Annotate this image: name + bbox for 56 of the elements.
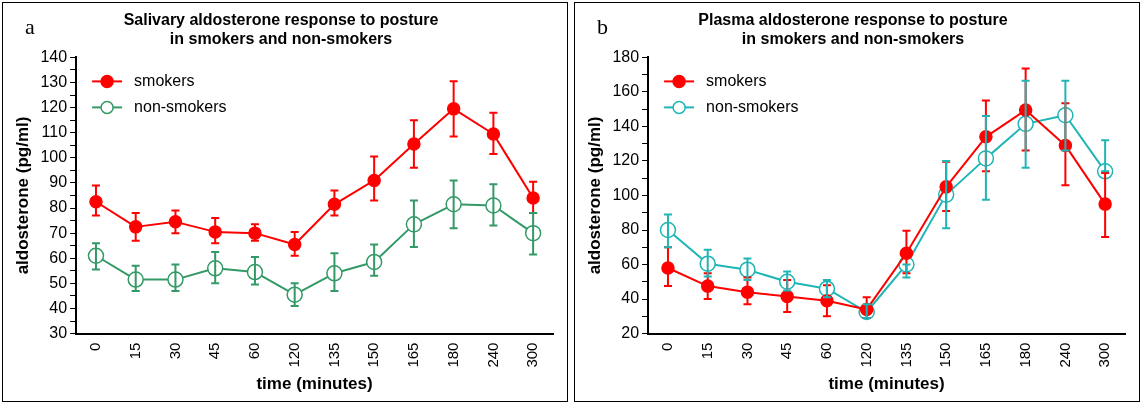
y-tick-label: 160 — [612, 82, 640, 100]
x-tick-label: 150 — [364, 342, 382, 368]
chart-title: Plasma aldosterone response to posture in smokers and non-smokers — [698, 11, 1008, 48]
y-tick-label: 50 — [49, 273, 68, 291]
y-tick-label: 100 — [40, 148, 68, 166]
y-tick-label: 120 — [40, 98, 68, 116]
y-tick-label: 120 — [612, 151, 640, 169]
chart-title: Salivary aldosterone response to posture in smokers and non-smokers — [123, 11, 439, 48]
x-axis-title: time (minutes) — [828, 374, 945, 394]
y-tick-label: 90 — [49, 173, 68, 191]
x-tick-label: 0 — [86, 342, 104, 351]
x-tick-label: 30 — [737, 342, 755, 360]
x-axis-title: time (minutes) — [256, 374, 373, 394]
x-tick-label: 135 — [324, 342, 342, 368]
x-tick-label: 240 — [1055, 342, 1073, 368]
x-tick-label: 15 — [125, 342, 143, 360]
x-tick-label: 45 — [205, 342, 223, 360]
y-tick-label: 40 — [621, 289, 640, 307]
x-tick-label: 60 — [245, 342, 263, 360]
x-tick-label: 150 — [936, 342, 954, 368]
y-tick-label: 70 — [49, 223, 68, 241]
y-tick-label: 140 — [612, 116, 640, 134]
legend-label: non-smokers — [706, 97, 799, 115]
y-tick-label: 140 — [40, 47, 68, 65]
y-tick-label: 80 — [621, 220, 640, 238]
x-tick-label: 120 — [284, 342, 302, 368]
y-tick-label: 180 — [612, 47, 640, 65]
x-tick-label: 30 — [165, 342, 183, 360]
x-tick-label: 135 — [896, 342, 914, 368]
x-tick-label: 165 — [404, 342, 422, 368]
y-tick-label: 20 — [621, 323, 640, 341]
text: a — [25, 13, 35, 39]
x-tick-label: 240 — [483, 342, 501, 368]
y-tick-label: 60 — [621, 254, 640, 272]
x-tick-label: 120 — [856, 342, 874, 368]
legend-label: smokers — [134, 71, 195, 89]
y-tick-label: 80 — [49, 198, 68, 216]
x-tick-label: 300 — [523, 342, 541, 368]
y-tick-label: 100 — [612, 185, 640, 203]
y-axis-title: aldosterone (pg/ml) — [12, 116, 32, 275]
x-tick-label: 165 — [976, 342, 994, 368]
x-tick-label: 15 — [697, 342, 715, 360]
y-tick-label: 40 — [49, 298, 68, 316]
x-tick-label: 0 — [658, 342, 676, 351]
x-tick-label: 180 — [1015, 342, 1033, 368]
y-tick-label: 110 — [41, 123, 68, 141]
x-tick-label: 60 — [817, 342, 835, 360]
text: b — [597, 13, 608, 39]
x-tick-label: 45 — [777, 342, 795, 360]
y-axis-title: aldosterone (pg/ml) — [584, 116, 604, 275]
y-tick-label: 60 — [49, 248, 68, 266]
legend-label: smokers — [706, 71, 767, 89]
x-tick-label: 300 — [1095, 342, 1113, 368]
y-tick-label: 130 — [40, 72, 68, 90]
x-tick-label: 180 — [443, 342, 461, 368]
legend-label: non-smokers — [134, 97, 227, 115]
